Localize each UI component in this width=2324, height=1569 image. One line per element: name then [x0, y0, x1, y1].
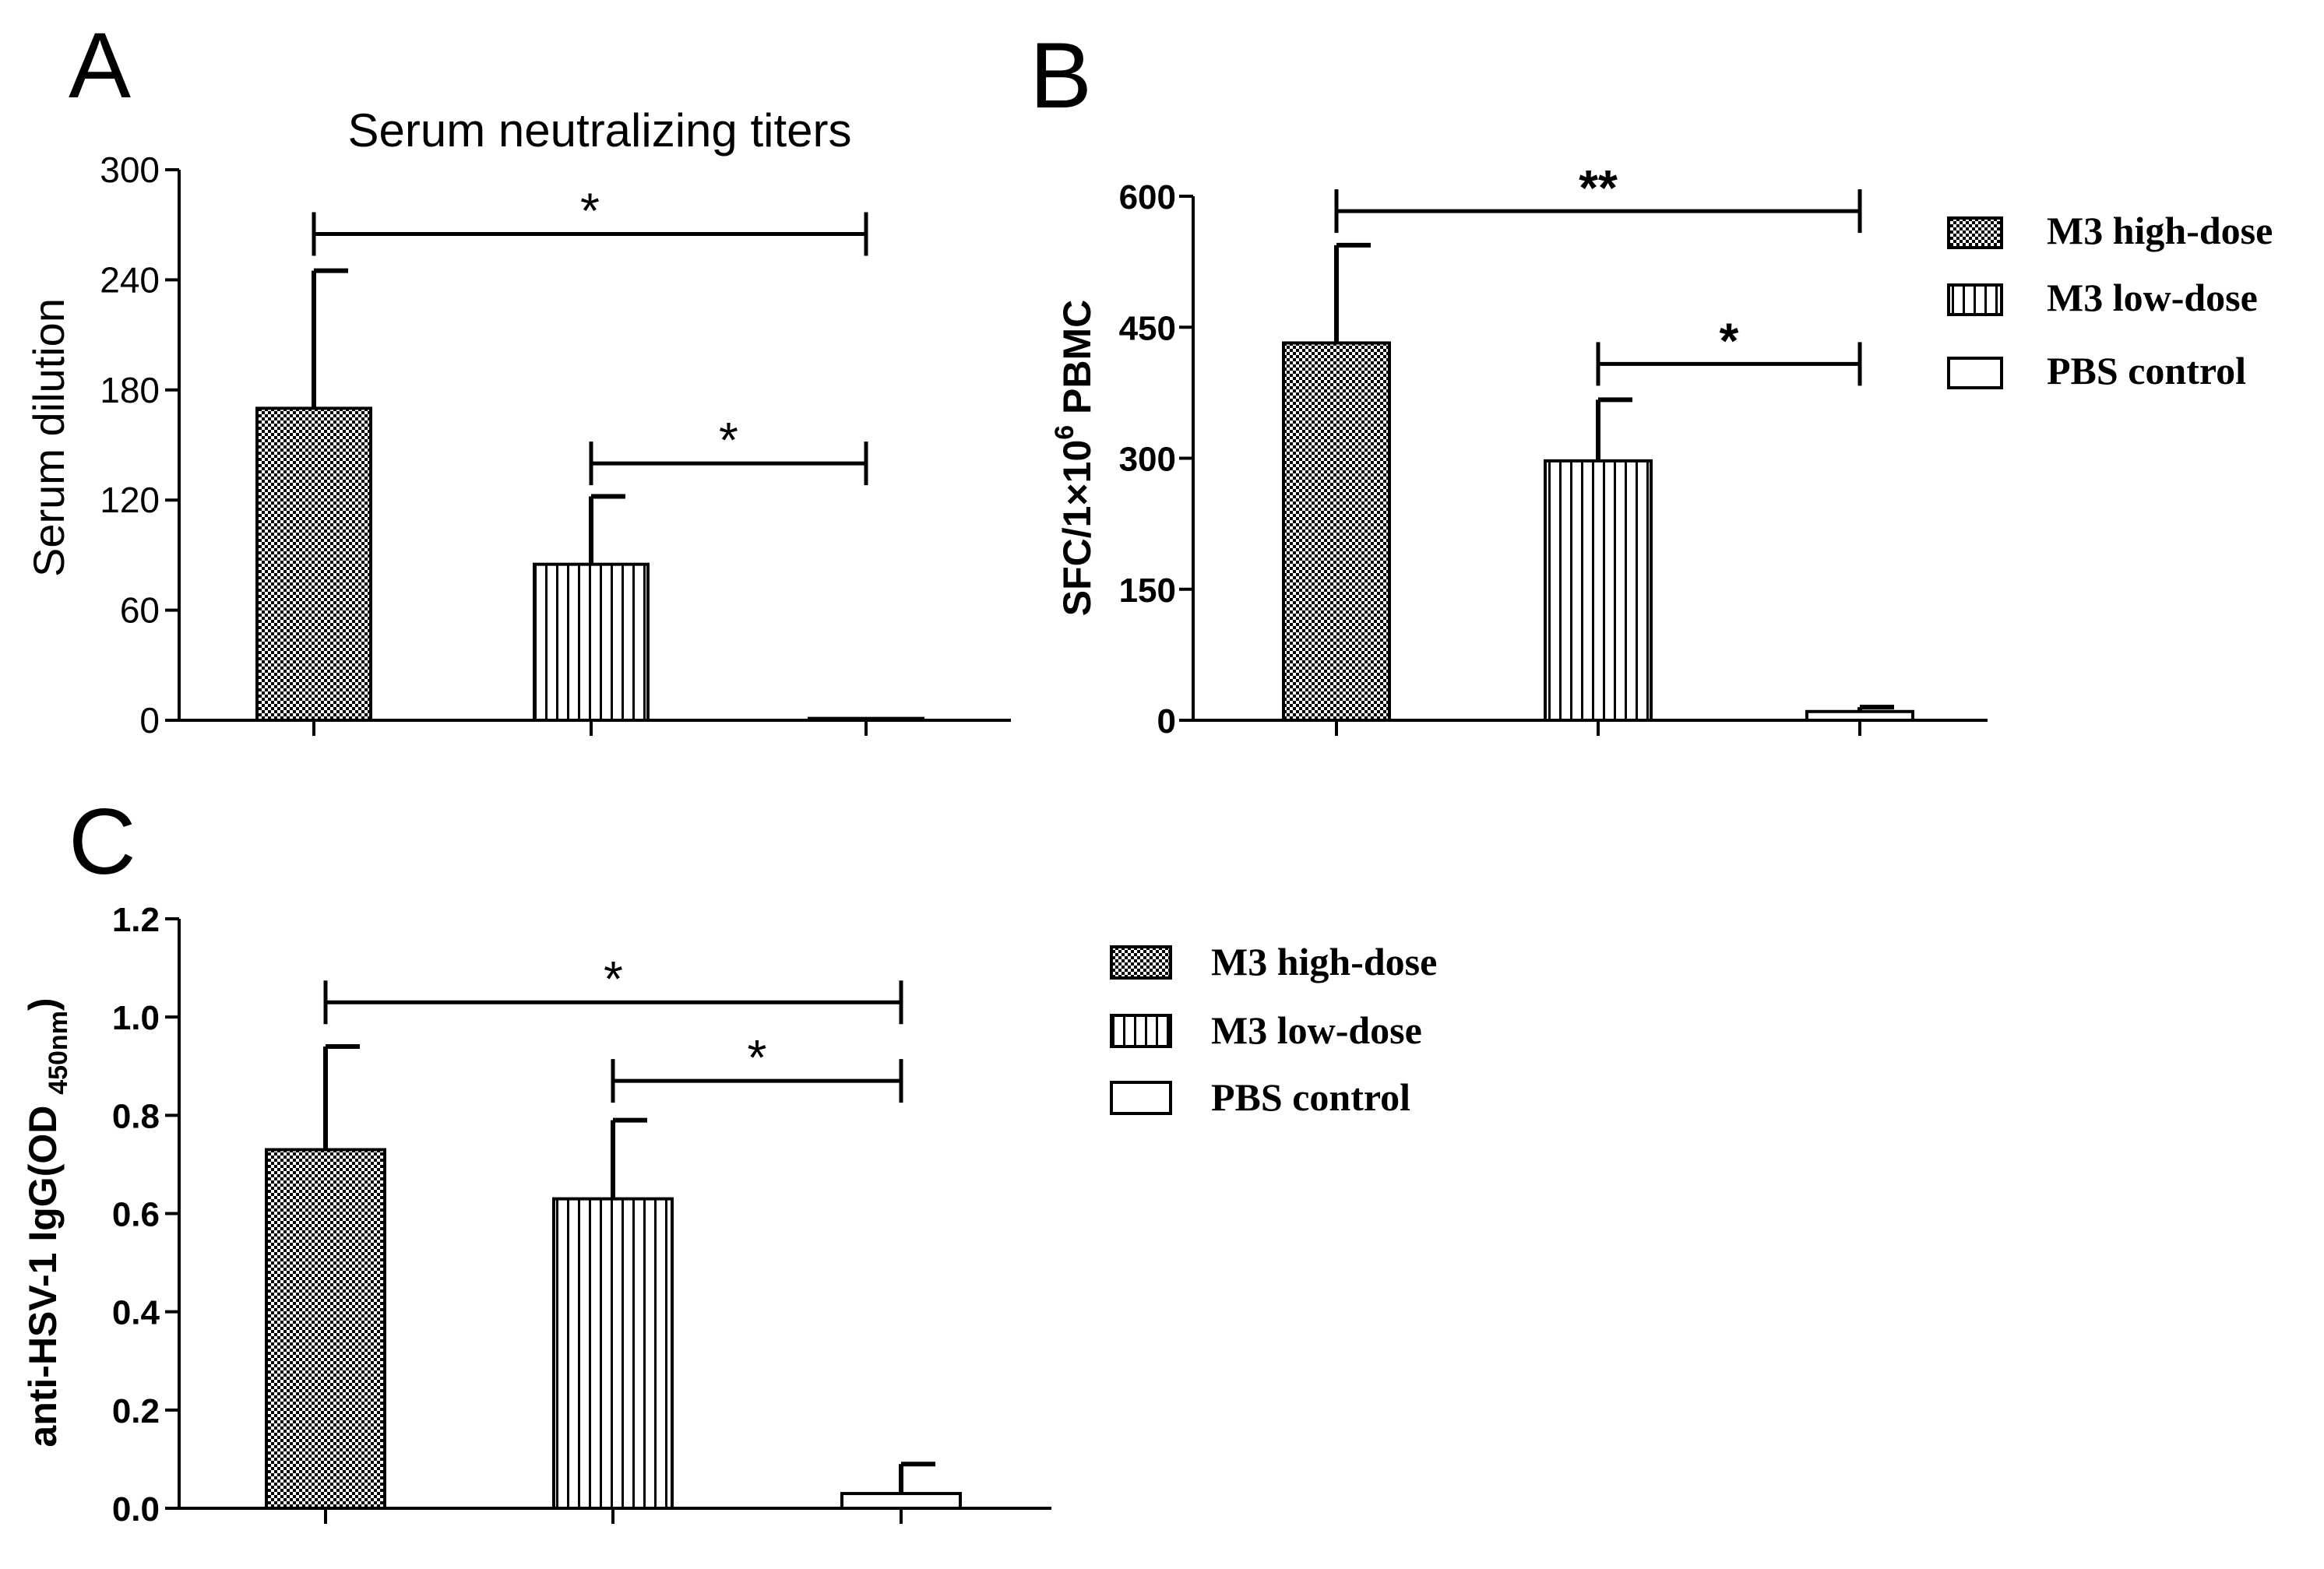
panel-c-y-label-tail: )	[21, 997, 65, 1011]
panel-c-chart: anti-HSV-1 IgG(OD 450nm) 0.0 0.2 0.4 0.6 0.8…	[21, 901, 1051, 1529]
panel-letter-c: C	[69, 790, 136, 894]
legend-top-label-high: M3 high-dose	[2047, 209, 2273, 252]
panel-a-bar-low	[533, 562, 650, 723]
legend-top-label-pbs: PBS control	[2047, 349, 2246, 392]
panel-b-bar-low	[1544, 459, 1653, 722]
panel-c-y-tick-label: 0.4	[112, 1294, 160, 1332]
panel-letter-a: A	[69, 13, 131, 118]
panel-a-chart: Serum neutralizing titers Serum dilution…	[24, 104, 1011, 741]
legend-top-swatch-high	[1947, 216, 2003, 249]
legend-bottom-label-pbs: PBS control	[1211, 1075, 1410, 1119]
legend-bottom-label-low: M3 low-dose	[1211, 1008, 1422, 1052]
panel-c-y-tick-label: 0.0	[112, 1490, 160, 1529]
panel-b-y-tick-label: 300	[1119, 441, 1176, 479]
panel-a-significance-label-1: *	[719, 412, 738, 468]
panel-c-y-tick-label: 0.2	[112, 1392, 160, 1430]
panel-a-y-tick-label: 180	[100, 370, 160, 410]
panel-b-significance-label-0: **	[1579, 160, 1618, 216]
panel-c-y-label-sub: 450nm	[44, 1011, 73, 1095]
legend-top: M3 high-dose M3 low-dose PBS control	[1947, 209, 2273, 392]
panel-c-bar-pbs	[840, 1492, 962, 1510]
panel-b-significance-label-1: *	[1720, 312, 1739, 368]
panel-c-y-tick-label: 0.8	[112, 1097, 160, 1135]
panel-letter-b: B	[1030, 23, 1092, 128]
legend-top-swatch-pbs	[1947, 357, 2003, 389]
legend-bottom-label-high: M3 high-dose	[1211, 940, 1437, 983]
panel-b-y-tick-label: 600	[1119, 178, 1176, 216]
panel-b-y-label-main: SFC/1×10	[1055, 440, 1099, 617]
legend-bottom-swatch-high	[1110, 945, 1172, 980]
panel-a-y-tick-label: 60	[120, 590, 160, 631]
legend-bottom: M3 high-dose M3 low-dose PBS control	[1110, 940, 1437, 1119]
panel-a-plot-area: 0 60 120 180 240 300 * *	[100, 150, 1011, 741]
panel-c-bar-high	[265, 1148, 386, 1511]
panel-b-bar-high	[1282, 341, 1391, 722]
panel-a-y-axis-label: Serum dilution	[24, 298, 73, 577]
panel-b-y-tick-label: 450	[1119, 309, 1176, 347]
panel-a-bar-high	[255, 406, 372, 722]
panel-a-y-tick-label: 120	[100, 480, 160, 520]
legend-top-swatch-low	[1947, 283, 2003, 316]
legend-bottom-swatch-low	[1110, 1014, 1172, 1048]
panel-b-y-label-sup: 6	[1050, 425, 1079, 440]
panel-b-y-tick-label: 150	[1119, 572, 1176, 610]
panel-a-y-tick-label: 240	[100, 259, 160, 300]
panel-a-bar-pbs	[808, 716, 924, 722]
panel-a-title: Serum neutralizing titers	[348, 104, 852, 157]
panel-c-y-tick-label: 0.6	[112, 1196, 160, 1234]
panel-c-significance-label-1: *	[748, 1029, 767, 1085]
panel-c-bar-low	[552, 1197, 674, 1510]
panel-c-y-tick-label: 1.0	[112, 999, 160, 1037]
panel-a-y-tick-label: 0	[139, 700, 160, 741]
panel-a-y-tick-label: 300	[100, 150, 160, 190]
panel-b-y-tick-label: 0	[1157, 702, 1176, 741]
panel-a-significance-label-0: *	[580, 182, 600, 238]
legend-top-label-low: M3 low-dose	[2047, 276, 2258, 319]
panel-c-y-axis-label: anti-HSV-1 IgG(OD 450nm)	[21, 997, 73, 1447]
panel-c-y-label-main: anti-HSV-1 IgG(OD	[21, 1095, 65, 1448]
panel-b-y-label-tail: PBMC	[1055, 300, 1099, 425]
panel-b-y-axis-label: SFC/1×106 PBMC	[1050, 300, 1099, 617]
panel-b-bar-pbs	[1805, 709, 1914, 722]
panel-c-plot-area: 0.0 0.2 0.4 0.6 0.8 1.0 1.2 * *	[112, 901, 1051, 1529]
panel-c-significance-label-0: *	[604, 951, 623, 1007]
legend-bottom-swatch-pbs	[1110, 1081, 1172, 1115]
panel-c-y-tick-label: 1.2	[112, 901, 160, 939]
